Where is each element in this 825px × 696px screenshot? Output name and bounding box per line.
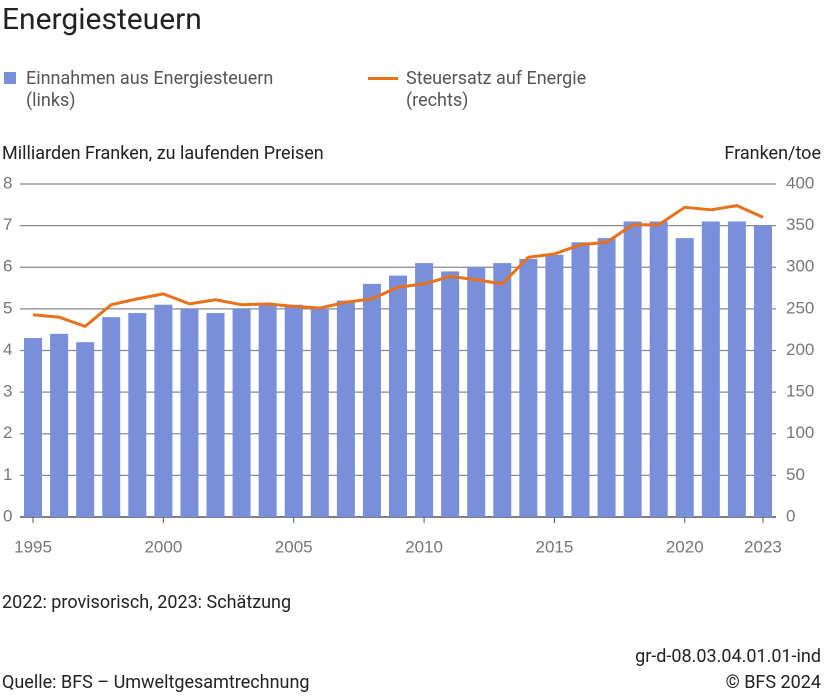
x-tick-label: 2015	[535, 537, 573, 556]
x-tick-label: 2020	[666, 537, 704, 556]
bar	[24, 338, 43, 517]
bar	[441, 271, 460, 517]
bar	[284, 304, 303, 517]
y2-tick-label: 400	[786, 173, 814, 192]
bar	[493, 263, 512, 517]
y2-tick-label: 300	[786, 257, 814, 276]
y2-tick-label: 50	[786, 465, 805, 484]
bar	[571, 242, 590, 517]
bar	[753, 225, 772, 517]
bar	[206, 313, 225, 517]
y-tick-label: 6	[3, 257, 12, 276]
y-tick-label: 0	[3, 506, 12, 525]
x-tick-label: 2000	[144, 537, 182, 556]
bar	[258, 304, 277, 517]
bar	[50, 333, 69, 517]
copyright: © BFS 2024	[725, 672, 821, 693]
bar	[102, 317, 121, 517]
bar	[310, 308, 329, 517]
bar	[362, 283, 381, 517]
y2-tick-label: 0	[786, 506, 795, 525]
bar	[675, 238, 694, 518]
x-tick-label: 2005	[275, 537, 313, 556]
y-tick-label: 3	[3, 382, 12, 401]
legend-swatch	[368, 77, 398, 80]
bar	[545, 254, 564, 517]
bar	[154, 304, 173, 517]
y-axis-label: Milliarden Franken, zu laufenden Preisen	[2, 143, 324, 164]
y-tick-label: 1	[3, 465, 12, 484]
bar	[232, 308, 251, 517]
y2-axis-label: Franken/toe	[724, 143, 821, 164]
y2-tick-label: 150	[786, 382, 814, 401]
note: 2022: provisorisch, 2023: Schätzung	[2, 592, 292, 613]
line	[32, 204, 764, 328]
bar	[701, 221, 720, 517]
bar	[649, 221, 668, 517]
y2-tick-label: 200	[786, 340, 814, 359]
y-tick-label: 5	[3, 298, 12, 317]
y2-tick-label: 350	[786, 215, 814, 234]
legend-swatch	[4, 72, 16, 84]
source: Quelle: BFS – Umweltgesamtrechnung	[2, 672, 310, 693]
legend-label: Einnahmen aus Energiesteuern (links)	[26, 68, 274, 111]
bar	[467, 267, 486, 517]
y-tick-label: 8	[3, 173, 12, 192]
x-tick-label: 1995	[14, 537, 52, 556]
y-tick-label: 2	[3, 423, 12, 442]
bar	[180, 308, 199, 517]
bar	[336, 300, 355, 517]
bar	[76, 342, 95, 517]
bar	[623, 221, 642, 517]
y2-tick-label: 100	[786, 423, 814, 442]
y-tick-label: 4	[3, 340, 12, 359]
bar	[415, 263, 434, 517]
bar	[597, 238, 616, 518]
bar	[128, 313, 147, 517]
bar	[389, 275, 407, 517]
chart-title: Energiesteuern	[2, 2, 202, 37]
legend-label: Steuersatz auf Energie (rechts)	[406, 68, 587, 111]
bar	[727, 221, 746, 517]
chart-id: gr-d-08.03.04.01.01-ind	[635, 646, 821, 667]
y-tick-label: 7	[3, 215, 12, 234]
x-tick-label: 2023	[744, 537, 782, 556]
bar	[519, 258, 538, 517]
x-tick-label: 2010	[405, 537, 443, 556]
y2-tick-label: 250	[786, 298, 814, 317]
